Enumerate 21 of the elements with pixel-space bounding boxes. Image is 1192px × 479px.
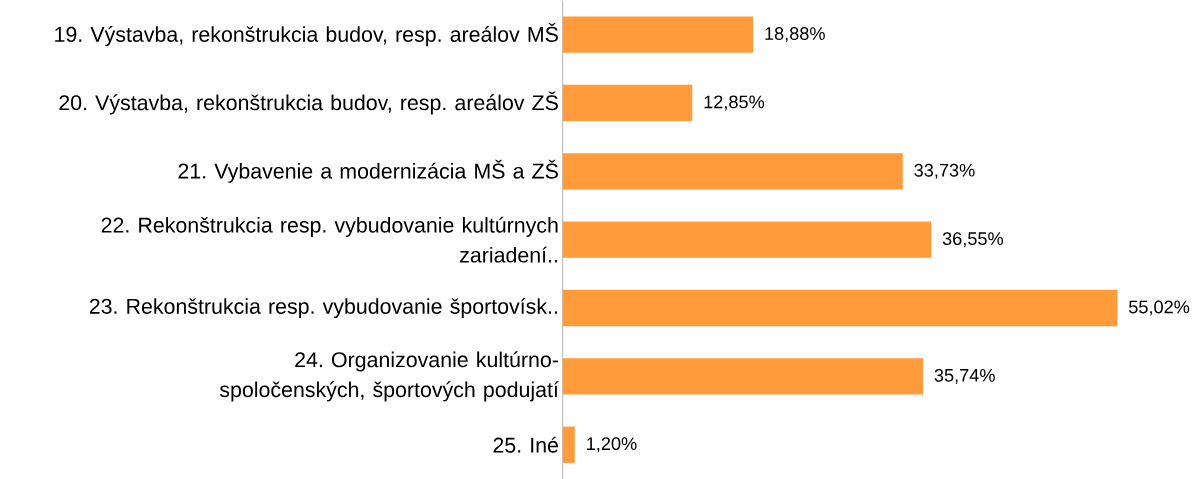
data-label: 12,85% <box>704 95 765 111</box>
y-tick-label: 19. Výstavba, rekonštrukcia budov, resp. areálov MŠ <box>55 22 558 46</box>
data-label: 1,20% <box>587 437 637 453</box>
data-label: 36,55% <box>942 232 1003 248</box>
y-tick-label: 21. Vybavenie a modernizácia MŠ a ZŠ <box>178 159 558 183</box>
data-label: 35,74% <box>934 368 995 384</box>
data-label: 55,02% <box>1128 300 1190 316</box>
y-tick-label: 24. Organizovanie kultúrno-spoločenských, športových podujatí <box>219 351 559 402</box>
bar <box>562 16 754 53</box>
bar <box>562 426 575 463</box>
bar <box>562 289 1118 327</box>
y-tick-label: 20. Výstavba, rekonštrukcia budov, resp. areálov ZŠ <box>59 91 558 115</box>
bar <box>562 152 903 190</box>
y-tick-label: 22. Rekonštrukcia resp. vybudovanie kultúrnych zariadení.. <box>101 216 558 263</box>
y-tick-label: 25. Iné <box>493 436 558 453</box>
data-label: 18,88% <box>765 26 825 42</box>
bar <box>562 358 924 395</box>
y-tick-label: 23. Rekonštrukcia resp. vybudovanie športovísk.. <box>89 297 557 318</box>
bar <box>562 84 693 121</box>
data-label: 33,73% <box>914 163 975 179</box>
bar <box>562 221 932 258</box>
